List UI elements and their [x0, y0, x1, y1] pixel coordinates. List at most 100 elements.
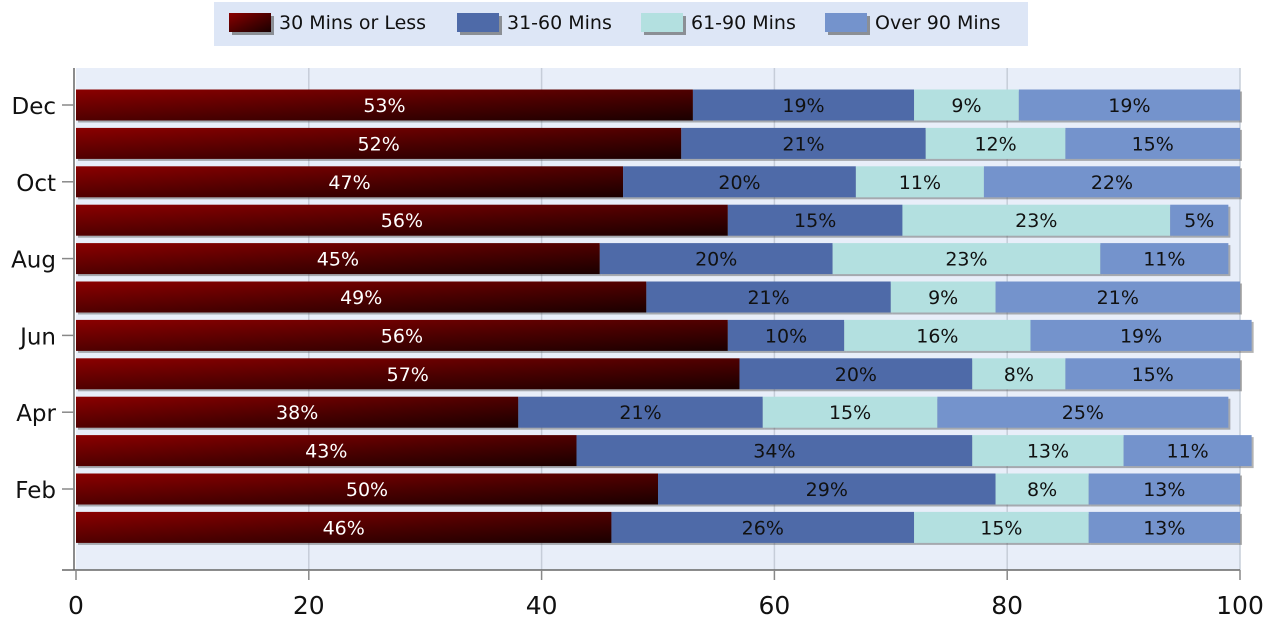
data-label: 52% [358, 133, 400, 155]
y-tick-label: Aug [11, 248, 56, 274]
data-label: 8% [1027, 479, 1057, 501]
data-label: 15% [1132, 133, 1174, 155]
bar-segment [623, 166, 856, 198]
bar-segment [972, 358, 1066, 390]
y-tick-label: Jun [18, 324, 56, 350]
bar-segment [832, 243, 1101, 275]
bar-segment [995, 473, 1089, 505]
bar-segment [1088, 473, 1240, 505]
data-label: 15% [1132, 364, 1174, 386]
data-label: 23% [1015, 210, 1057, 232]
data-label: 11% [1167, 441, 1209, 463]
bar-segment [739, 358, 973, 390]
data-label: 56% [381, 210, 423, 232]
data-label: 26% [742, 517, 784, 539]
data-label: 29% [806, 479, 848, 501]
bar-segment [76, 89, 693, 121]
data-label: 19% [782, 95, 824, 117]
data-label: 9% [951, 95, 981, 117]
data-label: 21% [1097, 287, 1139, 309]
data-label: 13% [1143, 517, 1185, 539]
y-tick-label: Feb [15, 478, 56, 504]
x-tick-label: 0 [68, 591, 84, 618]
data-label: 45% [317, 249, 359, 271]
bar-segment [1088, 511, 1240, 543]
data-label: 15% [829, 402, 871, 424]
bar-segment [727, 319, 845, 351]
data-label: 21% [619, 402, 661, 424]
bar-segment [76, 127, 682, 159]
data-label: 21% [747, 287, 789, 309]
legend-swatch [229, 13, 271, 32]
data-label: 53% [363, 95, 405, 117]
data-label: 16% [916, 325, 958, 347]
bar-segment [937, 396, 1229, 428]
data-label: 25% [1062, 402, 1104, 424]
data-label: 20% [835, 364, 877, 386]
bar-segment [1030, 319, 1252, 351]
data-label: 57% [387, 364, 429, 386]
bar-segment [1065, 127, 1240, 159]
bar-segment [76, 319, 728, 351]
data-label: 49% [340, 287, 382, 309]
bar-segment [983, 166, 1240, 198]
data-label: 19% [1108, 95, 1150, 117]
y-tick-label: Dec [11, 94, 56, 120]
data-label: 21% [782, 133, 824, 155]
bar-segment [599, 243, 833, 275]
bar-segment [76, 281, 647, 313]
x-tick-label: 60 [758, 591, 790, 618]
legend-swatch [825, 13, 867, 32]
data-label: 34% [753, 441, 795, 463]
bar-segment [76, 358, 740, 390]
bar-segment [646, 281, 891, 313]
data-label: 11% [899, 172, 941, 194]
data-label: 20% [718, 172, 760, 194]
bar-segment [890, 281, 996, 313]
legend-box [214, 2, 1028, 46]
bar-segment [76, 435, 577, 467]
data-label: 13% [1027, 441, 1069, 463]
data-label: 9% [928, 287, 958, 309]
x-tick-label: 80 [991, 591, 1023, 618]
data-label: 22% [1091, 172, 1133, 194]
data-label: 12% [974, 133, 1016, 155]
legend-label: 61-90 Mins [691, 12, 796, 34]
bar-segment [76, 511, 612, 543]
bar-segment [914, 89, 1019, 121]
bar-segment [902, 204, 1171, 236]
bar-segment [914, 511, 1089, 543]
legend-label: 31-60 Mins [507, 12, 612, 34]
data-label: 15% [794, 210, 836, 232]
bar-segment [76, 396, 519, 428]
bar-segment [658, 473, 996, 505]
bar-segment [1065, 358, 1240, 390]
legend-label: 30 Mins or Less [279, 12, 426, 34]
data-label: 10% [765, 325, 807, 347]
bar-segment [925, 127, 1066, 159]
bar-segment [611, 511, 915, 543]
bar-segment [972, 435, 1124, 467]
data-label: 46% [323, 517, 365, 539]
x-tick-label: 100 [1216, 591, 1264, 618]
data-label: 50% [346, 479, 388, 501]
bar-segment [1100, 243, 1229, 275]
data-label: 56% [381, 325, 423, 347]
bar-segment [76, 166, 624, 198]
legend-label: Over 90 Mins [875, 12, 1001, 34]
data-label: 43% [305, 441, 347, 463]
bar-segment [76, 204, 728, 236]
data-label: 19% [1120, 325, 1162, 347]
legend-swatch [641, 13, 683, 32]
bar-segment [855, 166, 984, 198]
data-label: 5% [1184, 210, 1214, 232]
bar-segment [844, 319, 1031, 351]
bar-segment [518, 396, 763, 428]
bar-segment [1123, 435, 1252, 467]
data-label: 47% [328, 172, 370, 194]
bar-segment [762, 396, 938, 428]
bar-segment [692, 89, 915, 121]
data-label: 23% [945, 249, 987, 271]
